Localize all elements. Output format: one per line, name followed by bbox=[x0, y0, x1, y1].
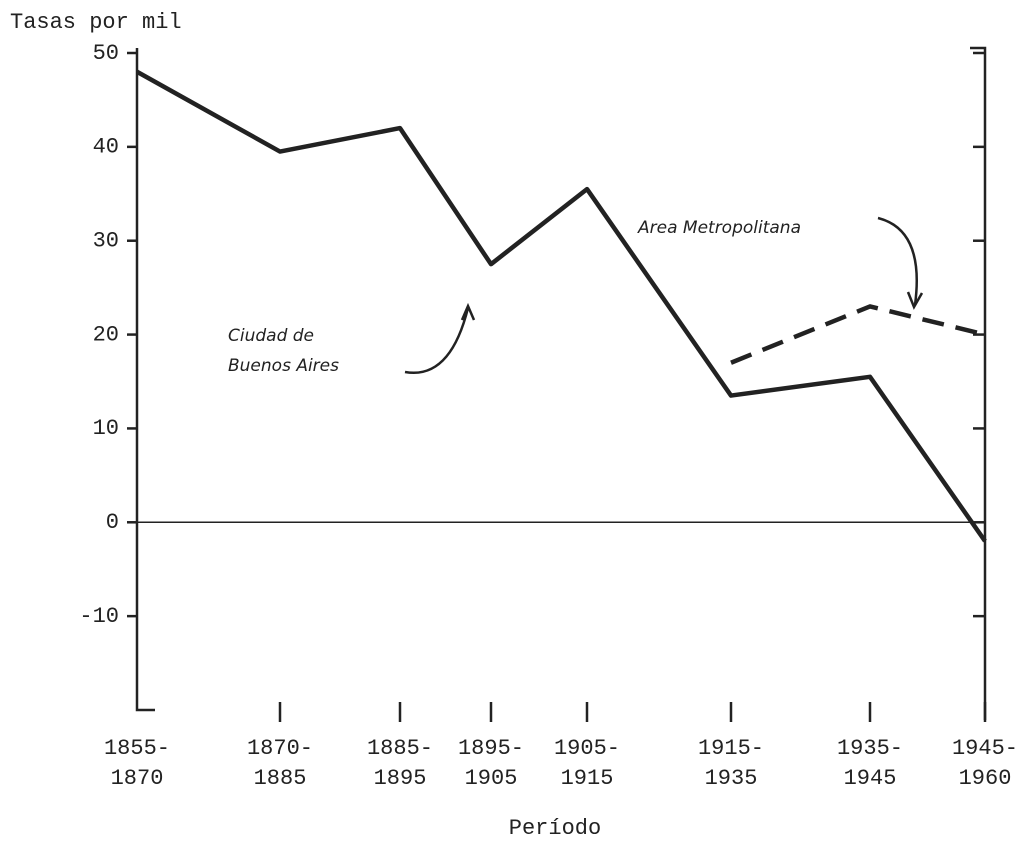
arrowhead bbox=[460, 302, 476, 321]
arrow bbox=[877, 216, 919, 306]
chart-title: Tasas por mil bbox=[10, 10, 182, 35]
x-tick-label: 1895-1905 bbox=[458, 736, 524, 791]
x-tick-label: 1935-1945 bbox=[837, 736, 903, 791]
y-tick-label: 30 bbox=[93, 229, 119, 254]
y-tick-label: 50 bbox=[93, 41, 119, 66]
y2-axis bbox=[970, 46, 987, 720]
x-tick-label: 1905-1915 bbox=[554, 736, 620, 791]
arrowhead bbox=[906, 291, 924, 310]
y-tick-label: -10 bbox=[79, 604, 119, 629]
x-tick-label: 1915-1935 bbox=[698, 736, 764, 791]
y-tick-label: 20 bbox=[93, 322, 119, 347]
series-line bbox=[730, 304, 986, 365]
y-tick-label: 40 bbox=[93, 135, 119, 160]
series-line bbox=[135, 69, 987, 543]
x-tick-label: 1870-1885 bbox=[247, 736, 313, 791]
x-tick-label: 1945-1960 bbox=[952, 736, 1018, 791]
series-annotation: Area Metropolitana bbox=[637, 218, 801, 238]
y-tick-label: 0 bbox=[106, 510, 119, 535]
y-axis bbox=[135, 48, 155, 712]
arrow bbox=[404, 307, 470, 375]
series-annotation: Ciudad de Buenos Aires bbox=[228, 326, 339, 376]
x-tick-label: 1885-1895 bbox=[367, 736, 433, 791]
x-axis-label: Período bbox=[509, 816, 601, 841]
y-tick-label: 10 bbox=[93, 416, 119, 441]
x-tick-label: 1855-1870 bbox=[104, 736, 170, 791]
